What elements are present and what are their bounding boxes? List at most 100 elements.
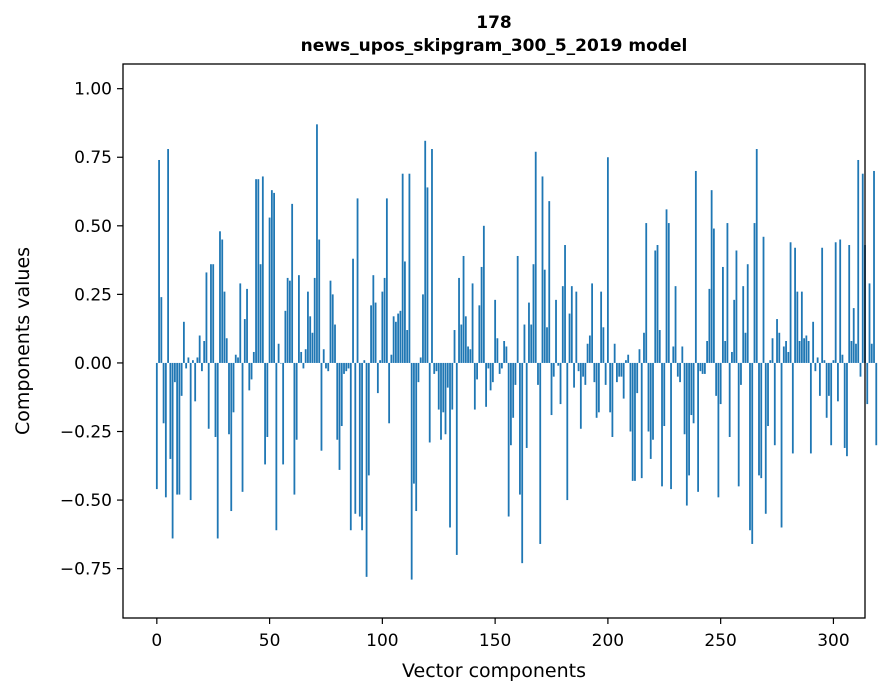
bar-233 bbox=[681, 346, 684, 363]
bar-212 bbox=[634, 362, 636, 481]
bar-108 bbox=[399, 310, 402, 363]
bar-205 bbox=[618, 362, 621, 377]
bar-110 bbox=[404, 261, 406, 363]
bar-64 bbox=[300, 351, 303, 363]
bar-60 bbox=[291, 203, 294, 363]
y-tick-label: −0.25 bbox=[60, 423, 112, 443]
bar-242 bbox=[701, 362, 704, 374]
bar-228 bbox=[670, 362, 672, 490]
bar-59 bbox=[288, 280, 291, 363]
bar-89 bbox=[356, 198, 359, 363]
bar-150 bbox=[494, 299, 497, 363]
bar-117 bbox=[419, 357, 422, 363]
bar-264 bbox=[751, 362, 754, 544]
bar-134 bbox=[458, 277, 460, 363]
bar-216 bbox=[643, 332, 645, 363]
bar-191 bbox=[586, 343, 589, 363]
bar-62 bbox=[295, 362, 298, 440]
bar-287 bbox=[803, 338, 805, 363]
bar-72 bbox=[318, 239, 321, 363]
bar-119 bbox=[424, 140, 427, 363]
bar-43 bbox=[252, 351, 255, 363]
bar-158 bbox=[512, 362, 515, 418]
bar-11 bbox=[180, 362, 183, 396]
bar-146 bbox=[485, 362, 487, 407]
y-axis-ticks: −0.75 −0.50 −0.25 0.00 0.25 0.50 0.75 1.00 bbox=[60, 80, 123, 580]
bar-274 bbox=[773, 362, 776, 446]
bar-210 bbox=[629, 362, 632, 432]
bar-293 bbox=[816, 357, 819, 363]
bar-123 bbox=[433, 362, 436, 374]
bar-135 bbox=[460, 324, 463, 363]
bar-67 bbox=[307, 291, 309, 363]
bar-45 bbox=[257, 179, 260, 363]
bar-2 bbox=[160, 297, 163, 363]
bar-139 bbox=[469, 349, 472, 363]
bar-113 bbox=[410, 362, 413, 580]
bar-218 bbox=[647, 362, 650, 432]
bar-300 bbox=[832, 360, 835, 363]
bar-20 bbox=[201, 362, 203, 372]
bar-187 bbox=[577, 362, 580, 372]
bar-29 bbox=[221, 239, 224, 363]
bar-226 bbox=[665, 209, 668, 363]
bar-224 bbox=[661, 362, 663, 487]
bar-288 bbox=[805, 335, 808, 363]
bar-295 bbox=[821, 247, 824, 363]
bar-214 bbox=[638, 349, 641, 363]
bar-252 bbox=[724, 341, 727, 363]
bar-188 bbox=[579, 362, 582, 429]
bar-265 bbox=[753, 223, 756, 363]
bar-28 bbox=[219, 231, 221, 363]
bar-80 bbox=[336, 362, 339, 440]
bar-275 bbox=[776, 319, 778, 363]
bar-63 bbox=[298, 275, 300, 363]
bar-173 bbox=[546, 327, 548, 363]
bar-165 bbox=[528, 302, 530, 363]
x-tick-label: 300 bbox=[817, 631, 849, 651]
bar-17 bbox=[194, 362, 197, 402]
bar-40 bbox=[246, 288, 248, 363]
bar-147 bbox=[487, 362, 490, 369]
bar-303 bbox=[839, 239, 842, 363]
bar-50 bbox=[268, 217, 271, 363]
bar-91 bbox=[361, 362, 363, 531]
y-tick-label: 1.00 bbox=[74, 80, 112, 100]
bar-177 bbox=[555, 299, 557, 363]
bar-198 bbox=[602, 327, 605, 363]
bar-130 bbox=[449, 362, 451, 528]
bar-127 bbox=[442, 362, 445, 413]
bar-237 bbox=[690, 362, 693, 416]
bar-282 bbox=[791, 362, 794, 454]
bar-140 bbox=[471, 283, 474, 363]
bar-261 bbox=[744, 332, 747, 363]
bar-239 bbox=[694, 170, 697, 363]
bar-12 bbox=[182, 321, 185, 363]
y-tick-label: −0.75 bbox=[60, 560, 112, 580]
bar-169 bbox=[537, 362, 539, 385]
bar-161 bbox=[519, 362, 521, 495]
bar-316 bbox=[868, 283, 871, 363]
bar-179 bbox=[559, 362, 562, 405]
bar-305 bbox=[843, 362, 846, 448]
bar-118 bbox=[422, 294, 424, 363]
bar-86 bbox=[349, 362, 352, 531]
bar-197 bbox=[600, 291, 603, 363]
bar-277 bbox=[780, 362, 783, 528]
x-tick-label: 250 bbox=[704, 631, 736, 651]
x-tick-label: 100 bbox=[366, 631, 398, 651]
bar-21 bbox=[203, 341, 206, 363]
bar-190 bbox=[584, 362, 587, 385]
bar-25 bbox=[212, 264, 215, 363]
bar-87 bbox=[352, 258, 354, 363]
bar-183 bbox=[568, 313, 571, 363]
bar-36 bbox=[237, 357, 239, 363]
bar-166 bbox=[530, 324, 533, 363]
bar-284 bbox=[796, 291, 799, 363]
bar-94 bbox=[367, 362, 370, 476]
bar-285 bbox=[798, 341, 801, 363]
bar-186 bbox=[575, 291, 578, 363]
bar-95 bbox=[370, 305, 372, 363]
bar-90 bbox=[358, 362, 361, 517]
bar-137 bbox=[464, 316, 467, 363]
